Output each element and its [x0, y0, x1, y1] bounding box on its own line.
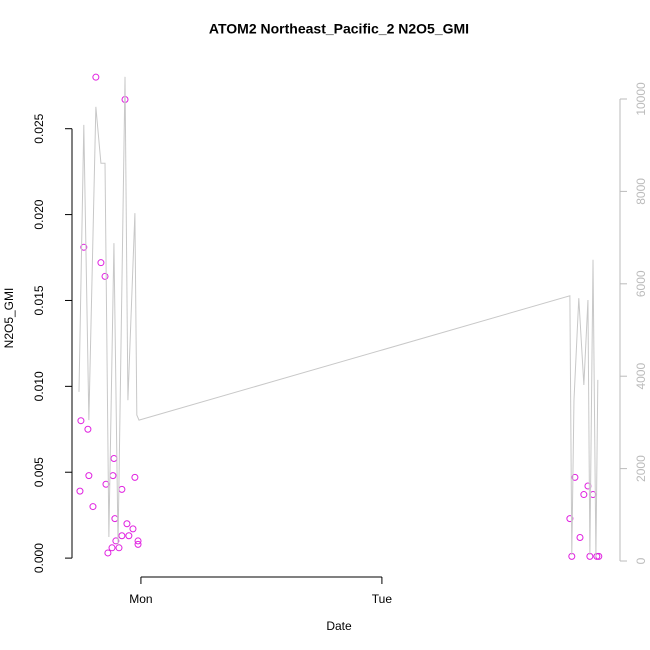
point — [129, 525, 137, 533]
line — [78, 76, 599, 557]
point — [85, 472, 93, 480]
y2-tick-label: 2000 — [634, 455, 648, 482]
point — [108, 544, 116, 552]
y2-tick-label: 0 — [634, 557, 648, 564]
point — [84, 425, 92, 433]
point — [580, 491, 588, 499]
point — [118, 532, 126, 540]
point — [104, 549, 112, 557]
y2-tick-label: 6000 — [634, 270, 648, 297]
point — [118, 485, 126, 493]
point — [576, 533, 584, 541]
x-tick-label: Mon — [129, 592, 152, 606]
point — [593, 552, 601, 560]
point — [115, 544, 123, 552]
y-tick-label: 0.010 — [32, 371, 46, 401]
point — [134, 540, 142, 548]
y2-tick-label: 4000 — [634, 363, 648, 390]
y2-tick-label: 8000 — [634, 178, 648, 205]
point — [97, 259, 105, 267]
point — [110, 454, 118, 462]
point — [89, 503, 97, 511]
point — [134, 537, 142, 545]
point — [76, 487, 84, 495]
y-tick-label: 0.020 — [32, 199, 46, 229]
point — [566, 515, 574, 523]
y-tick-label: 0.000 — [32, 543, 46, 573]
point — [131, 473, 139, 481]
y-tick-label: 0.025 — [32, 113, 46, 143]
point — [92, 73, 100, 81]
point — [112, 537, 120, 545]
y2-tick-label: 10000 — [634, 82, 648, 116]
point — [80, 243, 88, 251]
chart-title: ATOM2 Northeast_Pacific_2 N2O5_GMI — [209, 21, 469, 37]
x-tick-label: Tue — [372, 592, 393, 606]
x-axis-label: Date — [326, 619, 352, 633]
point — [109, 472, 117, 480]
y-axis-label: N2O5_GMI — [2, 288, 16, 349]
point — [77, 417, 85, 425]
point — [125, 532, 133, 540]
point — [101, 272, 109, 280]
point — [102, 480, 110, 488]
point — [584, 482, 592, 490]
point — [111, 515, 119, 523]
point — [589, 491, 597, 499]
point — [123, 520, 131, 528]
y-tick-label: 0.005 — [32, 457, 46, 487]
y-tick-label: 0.015 — [32, 285, 46, 315]
point — [571, 473, 579, 481]
